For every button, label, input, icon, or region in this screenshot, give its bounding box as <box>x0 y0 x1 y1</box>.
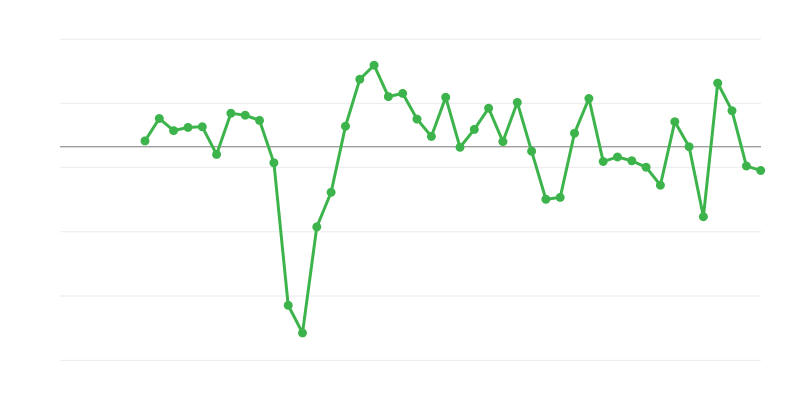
data-point-marker[interactable] <box>355 74 365 84</box>
data-point-marker[interactable] <box>383 92 393 102</box>
data-point-marker[interactable] <box>713 78 723 88</box>
data-point-marker[interactable] <box>613 152 622 162</box>
data-point-marker[interactable] <box>197 122 207 132</box>
data-point-marker[interactable] <box>412 114 422 124</box>
data-point-marker[interactable] <box>455 142 465 152</box>
data-point-marker[interactable] <box>698 212 708 222</box>
data-point-marker[interactable] <box>398 88 408 98</box>
data-point-marker[interactable] <box>512 97 522 107</box>
data-point-marker[interactable] <box>341 121 350 131</box>
data-point-marker[interactable] <box>741 161 751 171</box>
data-point-marker[interactable] <box>469 124 479 134</box>
data-point-marker[interactable] <box>598 157 608 166</box>
data-point-marker[interactable] <box>527 146 537 156</box>
data-point-marker[interactable] <box>426 131 436 141</box>
data-point-marker[interactable] <box>212 149 222 159</box>
gridlines-layer <box>60 38 761 361</box>
data-point-marker[interactable] <box>226 108 236 118</box>
data-point-marker[interactable] <box>154 114 164 123</box>
data-point-marker[interactable] <box>541 194 551 204</box>
data-point-marker[interactable] <box>255 115 264 125</box>
data-point-marker[interactable] <box>140 136 150 146</box>
data-point-marker[interactable] <box>756 166 766 175</box>
data-point-marker[interactable] <box>727 106 737 116</box>
data-point-marker[interactable] <box>169 126 179 136</box>
data-point-marker[interactable] <box>555 192 565 202</box>
data-point-marker[interactable] <box>312 222 322 232</box>
data-point-marker[interactable] <box>670 117 680 127</box>
data-point-marker[interactable] <box>326 187 336 197</box>
data-point-marker[interactable] <box>627 156 637 166</box>
data-point-marker[interactable] <box>298 328 307 338</box>
series-line <box>143 63 763 335</box>
data-point-marker[interactable] <box>584 94 594 103</box>
series-layer <box>143 63 763 335</box>
data-point-marker[interactable] <box>283 300 293 310</box>
data-point-marker[interactable] <box>498 137 508 147</box>
data-point-marker[interactable] <box>369 60 379 70</box>
data-point-marker[interactable] <box>641 162 651 172</box>
markers-layer <box>140 60 766 338</box>
data-point-marker[interactable] <box>655 180 665 190</box>
data-point-marker[interactable] <box>570 128 579 138</box>
data-point-marker[interactable] <box>484 103 494 113</box>
data-point-marker[interactable] <box>269 158 279 168</box>
data-point-marker[interactable] <box>240 110 250 120</box>
data-point-marker[interactable] <box>441 92 451 102</box>
data-point-marker[interactable] <box>684 142 694 152</box>
data-point-marker[interactable] <box>183 122 193 132</box>
